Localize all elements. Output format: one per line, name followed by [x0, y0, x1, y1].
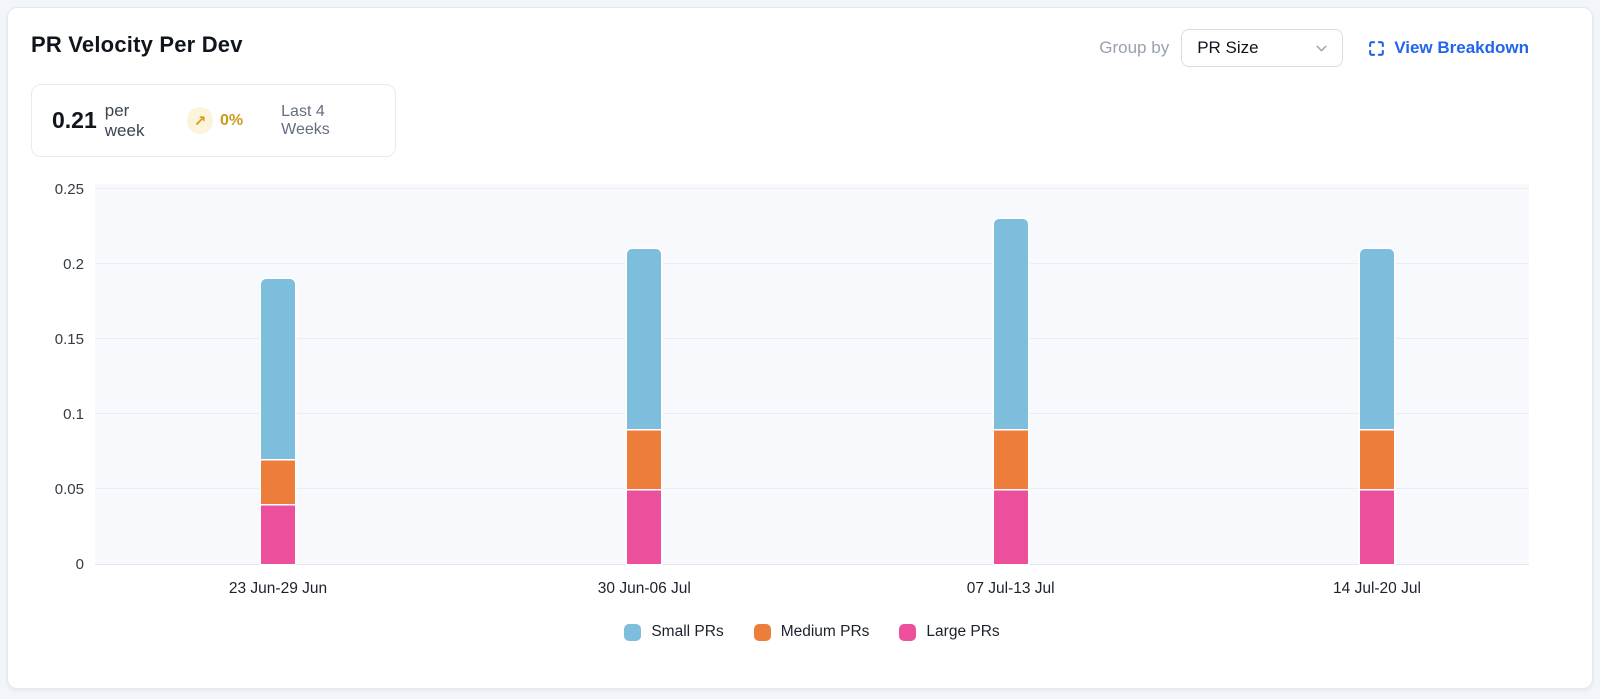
legend-swatch — [753, 623, 771, 641]
group-by-select[interactable]: PR Size — [1181, 29, 1344, 67]
velocity-unit-label: per week — [104, 100, 145, 140]
stat-period-label: Last 4 Weeks — [281, 102, 330, 138]
bar-segment-small-prs[interactable] — [627, 249, 662, 429]
legend-item-large-prs[interactable]: Large PRs — [899, 623, 1000, 641]
bar-segment-medium-prs[interactable] — [993, 429, 1028, 489]
bar-segment-small-prs[interactable] — [1359, 249, 1394, 429]
chevron-down-icon — [1313, 40, 1330, 57]
legend-item-small-prs[interactable]: Small PRs — [624, 623, 724, 641]
legend-label: Small PRs — [651, 623, 724, 640]
bar-segment-large-prs[interactable] — [993, 489, 1028, 564]
trend-up-icon: ↗ — [186, 107, 214, 134]
y-axis-tick-label: 0.2 — [63, 256, 84, 273]
gridline — [95, 338, 1529, 339]
bar-segment-medium-prs[interactable] — [261, 459, 295, 504]
group-by-label: Group by — [1099, 38, 1170, 57]
bar-segment-medium-prs[interactable] — [627, 429, 662, 489]
chart-legend: Small PRs Medium PRs Large PRs — [95, 620, 1529, 644]
x-axis-category-label: 23 Jun-29 Jun — [228, 580, 328, 597]
x-axis-category-label: 14 Jul-20 Jul — [1333, 580, 1421, 597]
velocity-value: 0.21 — [52, 107, 97, 133]
y-axis-tick-label: 0 — [75, 556, 84, 573]
bar-segment-small-prs[interactable] — [993, 219, 1028, 429]
plot-area — [95, 184, 1529, 565]
velocity-stat-card: 0.21 per week ↗ 0% Last 4 Weeks — [31, 84, 396, 157]
x-axis-category-label: 30 Jun-06 Jul — [597, 580, 691, 597]
trend-percent: 0% — [220, 111, 244, 129]
gridline — [95, 413, 1529, 414]
legend-item-medium-prs[interactable]: Medium PRs — [753, 623, 870, 641]
view-breakdown-label: View Breakdown — [1394, 38, 1529, 57]
bar-segment-small-prs[interactable] — [261, 279, 295, 459]
legend-label: Large PRs — [926, 623, 1000, 640]
bar-segment-medium-prs[interactable] — [1359, 429, 1394, 489]
gridline — [95, 188, 1529, 189]
gridline — [95, 263, 1529, 264]
bar-segment-large-prs[interactable] — [1359, 489, 1394, 564]
widget-controls: Group by PR Size View Breakdown — [1099, 29, 1529, 67]
view-breakdown-button[interactable]: View Breakdown — [1367, 38, 1529, 58]
x-axis-category-label: 07 Jul-13 Jul — [966, 580, 1055, 597]
legend-swatch — [899, 623, 917, 641]
legend-swatch — [624, 623, 642, 641]
y-axis-tick-label: 0.25 — [54, 181, 84, 198]
pr-velocity-widget-card: PR Velocity Per Dev Group by PR Size Vie… — [7, 7, 1593, 689]
expand-breakdown-icon — [1367, 39, 1386, 58]
y-axis-tick-label: 0.05 — [54, 481, 84, 498]
y-axis-tick-label: 0.1 — [63, 406, 84, 423]
legend-label: Medium PRs — [780, 623, 870, 640]
stacked-bar-chart: Small PRs Medium PRs Large PRs 0 0.05 0.1 0.1… — [8, 8, 1594, 690]
gridline — [95, 488, 1529, 489]
y-axis-tick-label: 0.15 — [54, 331, 84, 348]
bar-segment-large-prs[interactable] — [261, 504, 295, 564]
group-by-selected-value: PR Size — [1197, 38, 1259, 57]
bar-segment-large-prs[interactable] — [627, 489, 662, 564]
widget-title: PR Velocity Per Dev — [31, 32, 243, 57]
